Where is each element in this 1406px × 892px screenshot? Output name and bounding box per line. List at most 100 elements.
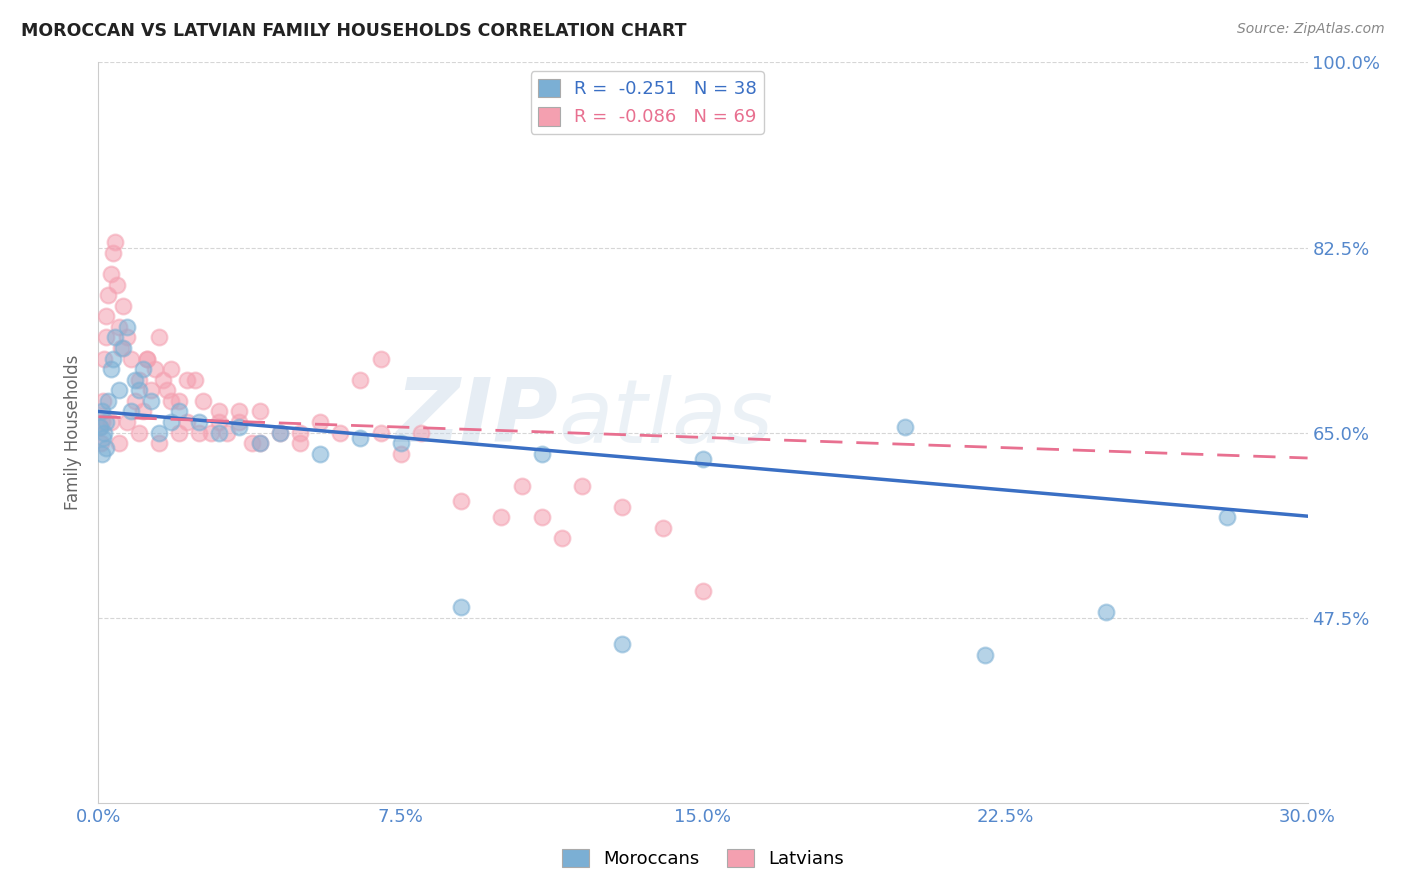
Point <box>974 648 997 662</box>
Text: atlas: atlas <box>558 375 773 461</box>
Point <box>510 478 533 492</box>
Point <box>111 341 134 355</box>
Point <box>105 277 128 292</box>
Point <box>217 425 239 440</box>
Point <box>450 600 472 615</box>
Point <box>651 521 673 535</box>
Point <box>111 299 134 313</box>
Point <box>269 425 291 440</box>
Point <box>128 384 150 398</box>
Point <box>100 362 122 376</box>
Point <box>228 415 250 429</box>
Point <box>349 373 371 387</box>
Point <box>389 436 412 450</box>
Point <box>370 425 392 440</box>
Point <box>309 447 332 461</box>
Point <box>107 319 129 334</box>
Point <box>571 478 593 492</box>
Point <box>148 436 170 450</box>
Point <box>409 425 432 440</box>
Point <box>120 351 142 366</box>
Point <box>94 330 117 344</box>
Point <box>249 436 271 450</box>
Point <box>93 425 115 440</box>
Point <box>91 393 114 408</box>
Point <box>94 442 117 456</box>
Point <box>249 436 271 450</box>
Point <box>132 362 155 376</box>
Point <box>139 393 162 408</box>
Point <box>103 235 125 250</box>
Point <box>90 436 112 450</box>
Point <box>97 288 120 302</box>
Point <box>1216 510 1239 524</box>
Point <box>148 330 170 344</box>
Point <box>893 420 915 434</box>
Point <box>110 341 132 355</box>
Point <box>349 431 371 445</box>
Point <box>91 431 114 445</box>
Point <box>249 404 271 418</box>
Point <box>152 373 174 387</box>
Point <box>115 415 138 429</box>
Point <box>101 351 124 366</box>
Point <box>530 510 553 524</box>
Point <box>96 415 118 429</box>
Point <box>91 415 114 429</box>
Point <box>240 436 263 450</box>
Point <box>90 447 112 461</box>
Point <box>128 425 150 440</box>
Text: ZIP: ZIP <box>395 375 558 461</box>
Point <box>103 330 125 344</box>
Point <box>329 425 352 440</box>
Point <box>160 362 183 376</box>
Point <box>176 373 198 387</box>
Point <box>120 404 142 418</box>
Point <box>107 384 129 398</box>
Point <box>167 404 190 418</box>
Point <box>184 373 207 387</box>
Point <box>692 452 714 467</box>
Point <box>167 425 190 440</box>
Point <box>208 415 231 429</box>
Point <box>148 425 170 440</box>
Point <box>188 425 211 440</box>
Text: Source: ZipAtlas.com: Source: ZipAtlas.com <box>1237 22 1385 37</box>
Point <box>370 351 392 366</box>
Point <box>101 245 124 260</box>
Point <box>100 415 122 429</box>
Point <box>93 351 115 366</box>
Point <box>132 404 155 418</box>
Point <box>491 510 513 524</box>
Point <box>288 436 311 450</box>
Point <box>107 436 129 450</box>
Point <box>288 425 311 440</box>
Point <box>135 351 157 366</box>
Point <box>176 415 198 429</box>
Point <box>143 362 166 376</box>
Point <box>309 415 332 429</box>
Point <box>97 393 120 408</box>
Point <box>551 532 574 546</box>
Point <box>160 415 183 429</box>
Point <box>612 500 634 514</box>
Point <box>208 404 231 418</box>
Point <box>91 404 114 418</box>
Point <box>228 420 250 434</box>
Point <box>389 447 412 461</box>
Point <box>450 494 472 508</box>
Point <box>530 447 553 461</box>
Point <box>115 319 138 334</box>
Point <box>156 384 179 398</box>
Point <box>128 373 150 387</box>
Point <box>135 351 157 366</box>
Point <box>100 267 122 281</box>
Point <box>115 330 138 344</box>
Point <box>167 393 190 408</box>
Point <box>139 384 162 398</box>
Point <box>200 425 222 440</box>
Y-axis label: Family Households: Family Households <box>65 355 83 510</box>
Point <box>160 393 183 408</box>
Text: MOROCCAN VS LATVIAN FAMILY HOUSEHOLDS CORRELATION CHART: MOROCCAN VS LATVIAN FAMILY HOUSEHOLDS CO… <box>21 22 686 40</box>
Point <box>612 637 634 651</box>
